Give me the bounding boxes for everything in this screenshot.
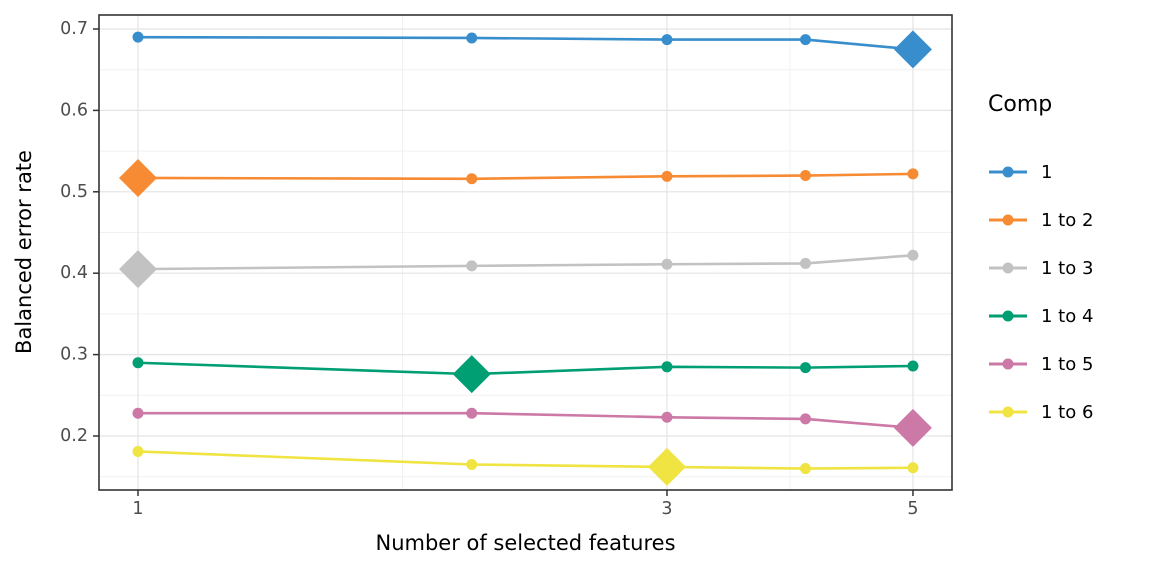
legend-item-label: 1 to 6 [1041, 401, 1094, 423]
optimum-diamond-marker [893, 30, 932, 69]
data-point [800, 362, 812, 374]
data-point [907, 249, 919, 261]
data-point [661, 258, 673, 270]
x-axis-title: Number of selected features [375, 531, 676, 555]
x-tick-label: 3 [661, 499, 672, 519]
legend-key-dot [1002, 214, 1014, 226]
series-line-1 [137, 35, 914, 51]
data-point [907, 462, 919, 474]
y-tick-label: 0.2 [60, 426, 88, 446]
optimum-diamond-marker [452, 355, 491, 394]
legend-key-icon [989, 310, 1027, 322]
data-point [661, 170, 673, 182]
data-point [800, 257, 812, 269]
data-point [907, 168, 919, 180]
data-point [132, 357, 144, 369]
data-point [661, 411, 673, 423]
y-tick-label: 0.3 [60, 345, 88, 365]
y-tick-label: 0.6 [60, 100, 88, 120]
y-axis-title: Balanced error rate [12, 150, 36, 354]
legend-key-icon [989, 166, 1027, 178]
optimum-diamond-marker [893, 408, 932, 447]
legend-key-dot [1002, 406, 1014, 418]
data-point [132, 445, 144, 457]
panel-border [98, 14, 953, 491]
data-point [466, 32, 478, 44]
y-tick-label: 0.5 [60, 182, 88, 202]
legend-key-icon [989, 214, 1027, 226]
legend-key-dot [1002, 310, 1014, 322]
legend-item-label: 1 to 3 [1041, 257, 1094, 279]
legend-item-label: 1 to 5 [1041, 353, 1094, 375]
legend-item-label: 1 to 2 [1041, 209, 1094, 231]
data-point [466, 407, 478, 419]
legend-key-icon [989, 358, 1027, 370]
optimum-diamond-marker [119, 250, 157, 289]
legend-key-icon [989, 262, 1027, 274]
x-tick-label: 5 [907, 499, 918, 519]
legend-key-dot [1002, 358, 1014, 370]
legend-key-icon [989, 406, 1027, 418]
legend-key-dot [1002, 262, 1014, 274]
data-point [800, 34, 812, 46]
legend-item: 1 to 3 [988, 244, 1148, 292]
data-point [800, 170, 812, 182]
legend-item: 1 to 2 [988, 196, 1148, 244]
legend-item: 1 [988, 148, 1148, 196]
series-line-1-to-6 [137, 450, 913, 470]
legend-item: 1 to 6 [988, 388, 1148, 436]
data-point [466, 260, 478, 272]
data-point [661, 34, 673, 46]
legend-item: 1 to 5 [988, 340, 1148, 388]
optimum-diamond-marker [647, 447, 686, 486]
y-tick-label: 0.7 [60, 19, 88, 39]
legend-key-dot [1002, 166, 1014, 178]
series-line-1-to-3 [137, 253, 914, 271]
series-line-1-to-5 [138, 411, 914, 430]
x-tick-label: 1 [132, 499, 143, 519]
optimum-diamond-marker [119, 158, 157, 197]
legend-title: Comp [988, 92, 1053, 117]
data-point [800, 413, 812, 425]
data-point [661, 361, 673, 373]
data-point [466, 458, 478, 470]
data-point [466, 173, 478, 185]
y-tick-label: 0.4 [60, 263, 88, 283]
legend-item-label: 1 to 4 [1041, 305, 1094, 327]
data-point [800, 463, 812, 475]
legend-items: 1 1 to 2 1 to 3 1 to 4 1 to 5 1 to 6 [988, 148, 1148, 436]
data-point [132, 31, 144, 43]
data-point [132, 407, 144, 419]
legend-item-label: 1 [1041, 161, 1053, 183]
legend: Comp 1 1 to 2 1 to 3 1 to 4 1 to 5 1 to 6 [988, 92, 1148, 436]
data-point [907, 360, 919, 372]
series-line-1-to-4 [137, 361, 913, 376]
series-line-1-to-2 [137, 172, 913, 181]
legend-item: 1 to 4 [988, 292, 1148, 340]
